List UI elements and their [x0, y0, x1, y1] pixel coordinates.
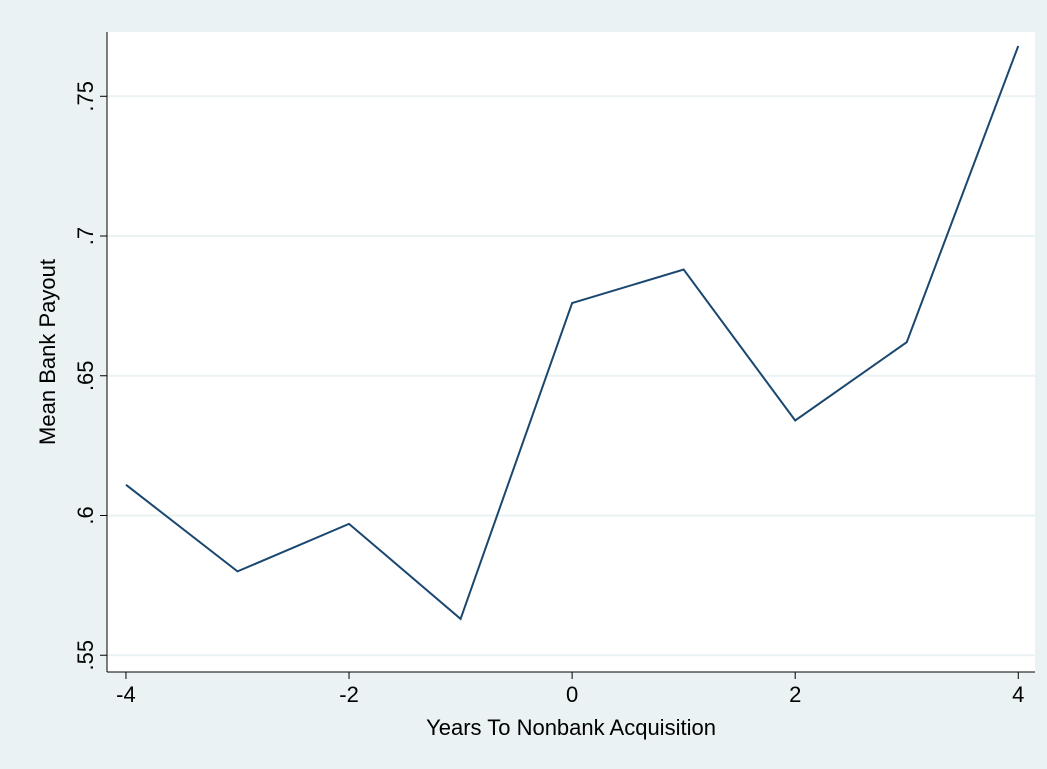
y-tick-label: .55	[73, 640, 98, 671]
y-tick-label: .65	[73, 360, 98, 391]
plot-area	[107, 32, 1035, 672]
x-axis-label: Years To Nonbank Acquisition	[426, 715, 716, 740]
x-tick-label: -2	[339, 682, 359, 707]
x-tick-label: 0	[566, 682, 578, 707]
x-tick-label: 4	[1012, 682, 1024, 707]
y-axis-label: Mean Bank Payout	[35, 259, 60, 445]
line-series	[125, 45, 1020, 621]
y-tick-label: .7	[73, 227, 98, 245]
y-tick-label: .6	[73, 506, 98, 524]
y-tick-label: .75	[73, 81, 98, 112]
x-tick-label: 2	[789, 682, 801, 707]
x-tick-label: -4	[116, 682, 136, 707]
